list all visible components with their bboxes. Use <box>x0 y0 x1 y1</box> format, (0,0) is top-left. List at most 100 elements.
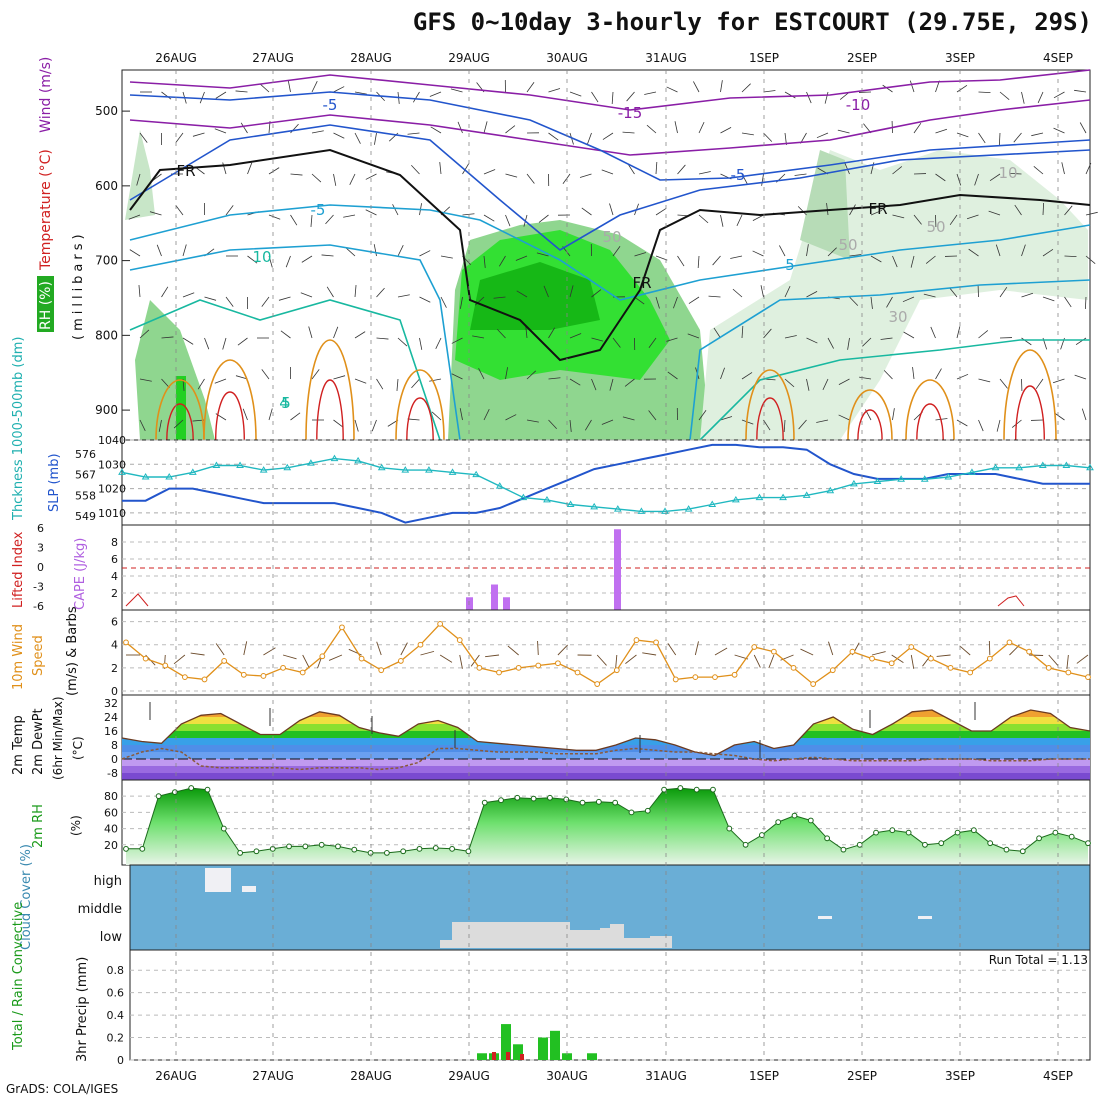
wind-barb <box>301 255 313 263</box>
wind-barb <box>720 416 733 421</box>
wind-barb <box>1033 165 1044 175</box>
wind-speed-point <box>928 655 934 662</box>
wind-barb <box>237 337 248 346</box>
rh-point <box>383 849 390 856</box>
wind-speed-point <box>339 624 345 631</box>
wind-barb <box>741 419 754 425</box>
wind-barb <box>460 296 463 309</box>
wind-barb <box>457 121 463 134</box>
wind-barb <box>627 163 635 175</box>
li-spike <box>997 595 1025 607</box>
wind-barb <box>129 249 141 257</box>
wind-barb <box>806 337 818 344</box>
date-label-top: 26AUG <box>155 51 197 65</box>
wind-barb <box>462 213 475 216</box>
wind-barb <box>797 206 807 216</box>
wind-barb <box>192 132 205 137</box>
wind-barb <box>311 173 322 183</box>
wind-barb <box>862 337 872 347</box>
wind-barb <box>826 203 829 216</box>
rh-point <box>824 835 831 842</box>
wind-speed-point <box>515 664 522 671</box>
wind-barb <box>397 245 404 257</box>
wind-speed-point <box>201 676 208 683</box>
wind-barb <box>859 376 872 380</box>
thickness-marker <box>850 479 858 487</box>
wind-barb <box>609 378 614 391</box>
wind-barb <box>139 329 150 339</box>
wind-barb <box>497 328 506 339</box>
wind-barb <box>644 91 657 95</box>
wind-speed-point <box>280 664 286 671</box>
wind-speed-point <box>574 669 581 676</box>
wind-barb <box>435 337 442 349</box>
wind-barb <box>913 214 922 225</box>
precip-tick: 0 <box>117 1054 124 1067</box>
wind-speed-point <box>751 644 758 650</box>
thickness-marker <box>472 470 481 478</box>
date-label-bottom: 26AUG <box>155 1069 197 1083</box>
run-total: Run Total = 1.13 <box>989 953 1088 967</box>
wind-barb <box>584 419 592 431</box>
wind-speed-point <box>594 681 601 687</box>
temperature-contour <box>129 244 461 441</box>
wind-speed-point <box>221 658 228 664</box>
rh-point <box>628 809 635 816</box>
temperature-contour <box>129 91 1091 181</box>
rh-area <box>126 788 1088 865</box>
wind-barb <box>214 128 227 134</box>
thickness-marker <box>354 456 362 464</box>
wind-barb <box>182 292 195 298</box>
wind-barb <box>451 337 463 344</box>
thickness-marker <box>613 505 622 512</box>
rh-point <box>742 841 749 848</box>
temperature-contour <box>129 124 1091 251</box>
wind-barb <box>923 293 936 298</box>
wind-barb <box>505 414 517 421</box>
temperature-contour <box>129 299 441 441</box>
wind-barb <box>197 378 205 390</box>
wind-barb <box>222 337 227 350</box>
wind-barb <box>978 91 991 94</box>
wind-barb <box>655 208 667 216</box>
wind-barb <box>763 328 772 339</box>
wind-barb <box>543 285 549 298</box>
wind-barb <box>910 255 915 268</box>
wind-barb <box>622 416 635 421</box>
rh-point <box>481 799 488 806</box>
precip-bar <box>477 1053 487 1060</box>
wind-barb <box>849 296 859 306</box>
wind-ylabel-units: (m/s) & Barbs <box>65 606 80 696</box>
wind-barb <box>816 132 829 139</box>
rh-area-left <box>135 300 215 440</box>
rh-point <box>791 812 798 819</box>
wind-barb <box>909 80 915 93</box>
temperature-contour <box>129 204 1091 301</box>
wind-barb <box>687 333 700 339</box>
wind-barb <box>720 367 725 380</box>
wind-speed-point <box>456 637 463 643</box>
rh-tick: 40 <box>104 823 118 836</box>
rh-point <box>1052 829 1059 836</box>
wind-barb <box>741 132 754 136</box>
rh-point <box>612 799 619 806</box>
wind-barb <box>354 132 361 144</box>
wind-barb <box>430 126 442 134</box>
rh-point <box>530 795 537 802</box>
rh-point <box>889 827 896 834</box>
rh-point <box>498 797 504 804</box>
rh-point <box>726 825 733 832</box>
wind-barb <box>1013 132 1022 143</box>
rh-point <box>172 789 178 796</box>
wind-barb <box>261 369 270 380</box>
wind-speed-point <box>1026 648 1033 655</box>
wind-barb <box>173 419 184 429</box>
wind-barb <box>333 86 345 93</box>
wind-barb <box>1037 91 1044 104</box>
wind-speed-point <box>240 671 247 678</box>
precip-tick: 0.2 <box>107 1032 125 1045</box>
thickness-marker <box>306 459 315 466</box>
thickness-marker <box>897 475 906 482</box>
wind-barb <box>235 375 248 380</box>
